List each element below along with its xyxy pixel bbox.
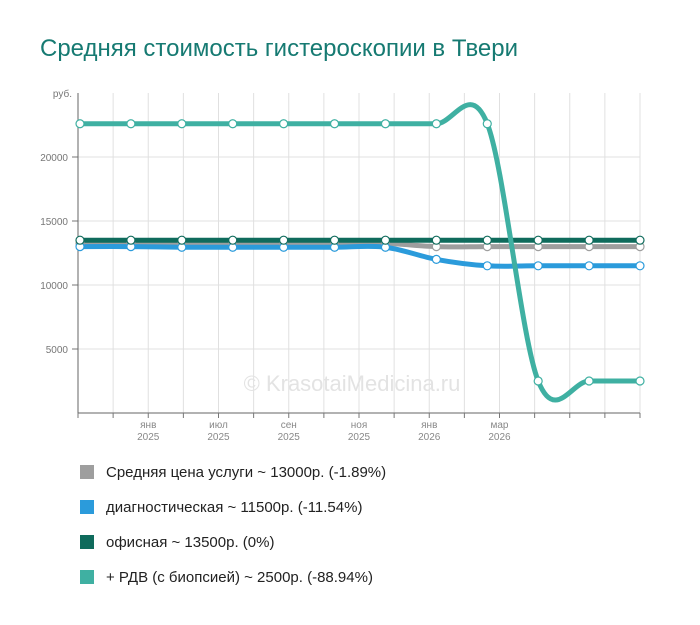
- series-2-point: [228, 235, 238, 245]
- x-tick-label-month: июл: [209, 420, 228, 431]
- x-tick-label-month: янв: [421, 420, 437, 431]
- x-tick-label-year: 2026: [418, 432, 441, 443]
- series-3-point: [431, 119, 441, 129]
- series-2-point: [329, 235, 340, 245]
- y-axis-unit-label: руб.: [53, 88, 72, 100]
- series-2-point: [482, 235, 492, 245]
- x-tick-label-month: ноя: [351, 420, 368, 431]
- series-3-point: [75, 119, 85, 129]
- legend-label: офисная ~ 13500р. (0%): [106, 533, 275, 551]
- series-2-point: [431, 235, 441, 245]
- series: [77, 102, 643, 403]
- series-1-point: [431, 254, 441, 264]
- legend-label: + РДВ (с биопсией) ~ 2500р. (-88.94%): [106, 568, 373, 586]
- x-tick-label-year: 2025: [348, 432, 371, 443]
- legend-label: диагностическая ~ 11500р. (-11.54%): [106, 498, 363, 516]
- series-1-point: [533, 261, 543, 271]
- legend-item[interactable]: офисная ~ 13500р. (0%): [80, 532, 386, 552]
- axes: 5000100001500020000руб.янв2025июл2025сен…: [40, 88, 641, 443]
- points: [75, 119, 645, 386]
- series-3-point: [482, 119, 492, 129]
- legend: Средняя цена услуги ~ 13000р. (-1.89%) ди…: [80, 462, 386, 602]
- series-1-point: [635, 261, 645, 271]
- series-3-line: [77, 102, 643, 403]
- series-2-point: [380, 235, 391, 245]
- x-tick-label-month: янв: [140, 420, 156, 431]
- series-2-point: [177, 235, 187, 245]
- legend-swatch: [80, 570, 94, 584]
- series-2-point: [279, 235, 289, 245]
- series-1-point: [584, 261, 594, 271]
- series-3-point: [329, 119, 340, 129]
- series-3-point: [533, 376, 543, 386]
- x-tick-label-year: 2026: [488, 432, 511, 443]
- series-3-point: [635, 376, 645, 386]
- x-tick-label-year: 2025: [207, 432, 230, 443]
- series-3-point: [279, 119, 289, 129]
- legend-item[interactable]: диагностическая ~ 11500р. (-11.54%): [80, 497, 386, 517]
- y-tick-label: 5000: [46, 345, 69, 356]
- series-2-point: [635, 235, 645, 245]
- grid: [77, 93, 641, 413]
- legend-item[interactable]: Средняя цена услуги ~ 13000р. (-1.89%): [80, 462, 386, 482]
- series-3-point: [228, 119, 238, 129]
- series-3-point: [584, 376, 594, 386]
- y-tick-label: 10000: [40, 281, 68, 292]
- y-tick-label: 20000: [40, 153, 68, 164]
- x-tick-label-month: мар: [491, 420, 509, 431]
- legend-swatch: [80, 535, 94, 549]
- legend-swatch: [80, 465, 94, 479]
- legend-label: Средняя цена услуги ~ 13000р. (-1.89%): [106, 463, 387, 481]
- series-3-point: [126, 119, 136, 129]
- series-3-point: [380, 119, 391, 129]
- line-chart: 5000100001500020000руб.янв2025июл2025сен…: [40, 88, 645, 443]
- chart-title: Средняя стоимость гистероскопии в Твери: [40, 35, 519, 62]
- series-2-point: [533, 235, 543, 245]
- x-tick-label-year: 2025: [137, 432, 160, 443]
- x-tick-label-month: сен: [281, 420, 297, 431]
- series-2-point: [584, 235, 594, 245]
- series-2-point: [75, 235, 85, 245]
- series-3-point: [177, 119, 187, 129]
- y-tick-label: 15000: [40, 217, 68, 228]
- series-1-line: [77, 243, 643, 269]
- x-tick-label-year: 2025: [278, 432, 301, 443]
- legend-item[interactable]: + РДВ (с биопсией) ~ 2500р. (-88.94%): [80, 567, 386, 587]
- series-1-point: [482, 261, 492, 271]
- watermark: © KrasotaiMedicina.ru: [244, 371, 461, 396]
- series-2-point: [126, 235, 136, 245]
- legend-swatch: [80, 500, 94, 514]
